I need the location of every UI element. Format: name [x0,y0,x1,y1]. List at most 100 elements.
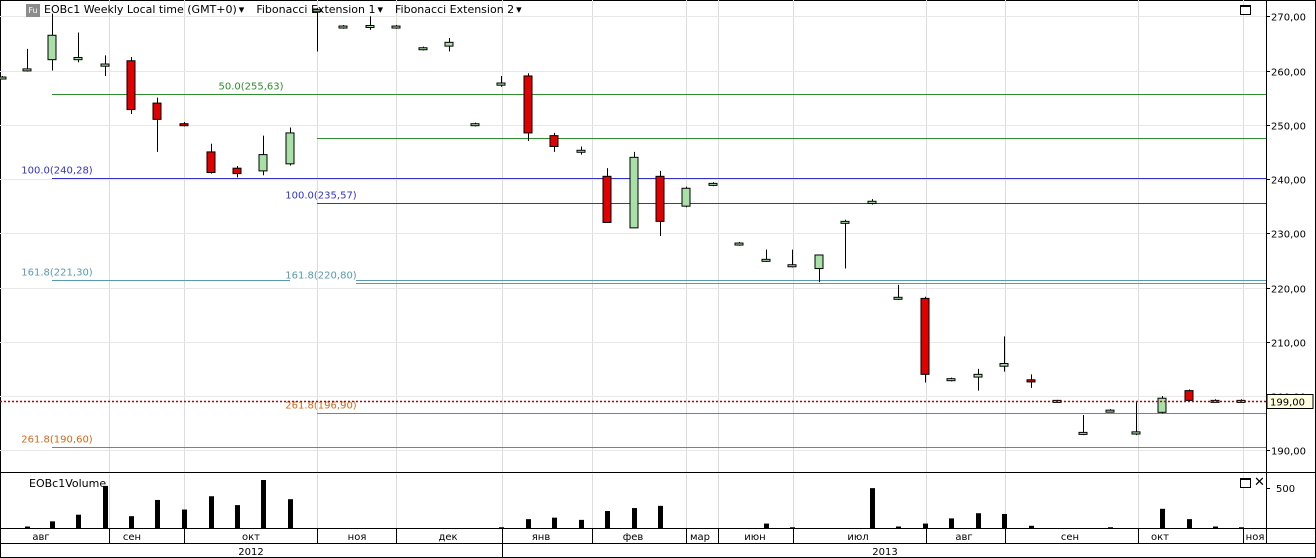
fib-level-label: 161.8(221,30) [21,268,93,279]
candle-body [391,25,401,29]
candle-body [1105,409,1115,413]
volume-bar [235,505,240,528]
candle-body [285,132,295,165]
volume-bar [1029,525,1034,528]
month-tick-label: июл [847,532,868,543]
price-tick-label: 230,00 [1271,230,1306,241]
year-tick-label: 2012 [238,547,263,558]
candle-body [655,175,665,222]
fib-level-label: 100.0(235,57) [285,191,357,202]
candle-body [444,41,454,47]
candle-body [365,24,375,28]
maximize-icon[interactable] [1240,478,1251,488]
candle-body [312,9,322,13]
month-tick-label: авг [955,532,972,543]
candle-body [232,167,242,175]
candle-body [893,296,903,300]
price-tick-label: 260,00 [1271,68,1306,79]
volume-bar [1002,513,1007,528]
candle-body [418,47,428,51]
candle-body [920,297,930,375]
price-tick-label: 190,00 [1271,447,1306,458]
volume-bar [25,526,30,528]
candle-body [206,151,216,174]
month-tick-label: янв [532,532,551,543]
fib-level-label: 161.8(220,80) [285,271,357,282]
volume-bar [76,514,81,528]
volume-bar [658,505,663,528]
volume-bar [182,509,187,528]
month-tick-label: июн [744,532,765,543]
candle-body [0,76,7,80]
price-tick-label: 220,00 [1271,285,1306,296]
price-tick-label: 210,00 [1271,339,1306,350]
last-price-label: 199,00 [1270,398,1305,409]
candle-body [496,82,506,86]
candle-body [946,378,956,382]
dropdown-icon[interactable]: ▾ [377,3,384,16]
last-price-tag [1266,394,1314,409]
volume-panel-title: EOBc1Volume [29,477,107,490]
candle-body [22,68,32,72]
price-tick-label: 270,00 [1271,13,1306,24]
volume-bar [261,480,266,528]
month-tick-label: ноя [1246,532,1265,543]
candle-body [681,187,691,207]
volume-bar [1239,527,1244,528]
candle-body [973,373,983,378]
volume-bar [103,485,108,528]
candle-body [1131,431,1141,435]
volume-bar [790,527,795,528]
volume-bar [155,499,160,528]
candle-body [179,123,189,127]
candle-body [708,182,718,186]
volume-bar [129,516,134,528]
month-tick-label: авг [32,532,49,543]
candle-body [867,200,877,204]
candle-body [126,60,136,111]
candle-body [1078,431,1088,435]
maximize-icon[interactable] [1240,5,1251,15]
month-tick-label: сен [1061,532,1079,543]
close-icon[interactable]: ✕ [1254,475,1265,490]
candle-body [1026,379,1036,383]
volume-bar [976,513,981,528]
month-tick-label: дек [438,532,457,543]
candle-body [1157,397,1167,413]
candle-body [47,34,57,61]
year-tick-label: 2013 [872,547,897,558]
dropdown-icon[interactable]: ▾ [516,3,522,16]
dropdown-icon[interactable]: ▾ [238,3,245,16]
month-tick-label: мар [690,532,710,543]
volume-bar [896,526,901,528]
fib-level-label: 261.8(196,90) [285,401,357,412]
candle-body [549,135,559,147]
candle-body [787,264,797,268]
candle-body [1184,390,1194,401]
volume-tick-label: 500 [1276,484,1295,495]
month-tick-label: окт [242,532,260,543]
month-tick-label: окт [1151,532,1169,543]
fib2-label[interactable]: Fibonacci Extension 2 [395,3,515,16]
volume-bar [579,519,584,528]
fib-level-label: 100.0(240,28) [21,166,93,177]
candle-body [100,63,110,67]
month-tick-label: сен [123,532,141,543]
price-tick-label: 250,00 [1271,122,1306,133]
volume-bar [632,508,637,528]
fib1-label[interactable]: Fibonacci Extension 1 [256,3,376,16]
candle-body [999,362,1009,367]
volume-bar [923,523,928,528]
candle-body [761,258,771,262]
volume-bar [1108,527,1113,528]
instrument-label[interactable]: EOBc1 Weekly Local time (GMT+0) [44,3,237,16]
fib-level-label: 50.0(255,63) [218,82,283,93]
candle-body [602,175,612,223]
volume-bar [764,523,769,528]
candle-body [152,102,162,120]
candle-body [840,220,850,224]
fu-badge[interactable]: Fu [26,4,40,17]
fib-level-label: 261.8(190,60) [21,435,93,446]
